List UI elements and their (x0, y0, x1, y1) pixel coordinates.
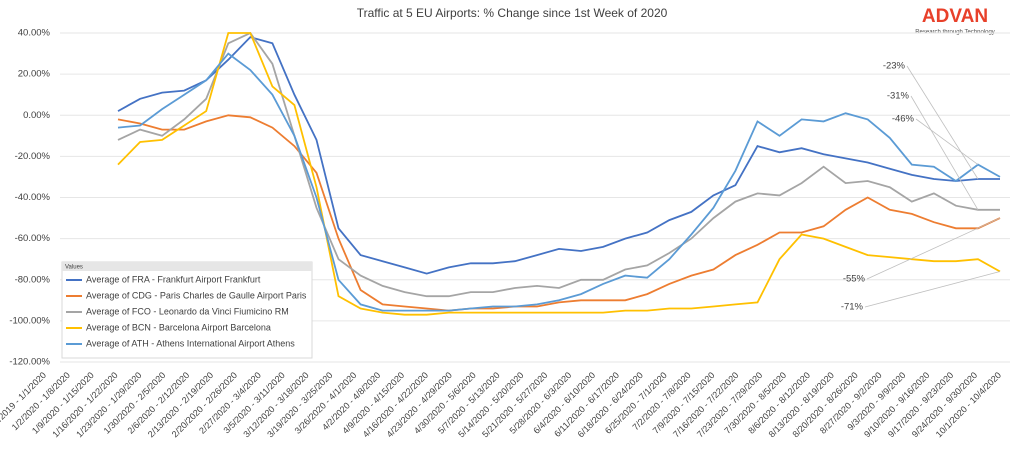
annotation: -55% (843, 274, 866, 285)
series-line (117, 31, 1000, 298)
annotation: -23% (883, 61, 906, 72)
legend-box (61, 261, 313, 359)
logo: ADVAN (922, 6, 988, 27)
y-tick-label: -60.00% (15, 233, 51, 244)
legend-label: Average of CDG - Paris Charles de Gaulle… (86, 290, 307, 300)
y-tick-label: 0.00% (23, 110, 50, 121)
series-line (117, 52, 1001, 312)
series-line (117, 32, 1001, 316)
annotation: -71% (841, 302, 864, 313)
y-tick-label: 20.00% (18, 69, 51, 80)
y-tick-label: -120.00% (9, 357, 50, 368)
series-line (117, 114, 1001, 312)
annotation: -46% (892, 114, 915, 125)
leader-line (866, 217, 1001, 280)
legend-label: Average of FRA - Frankfurt Airport Frank… (86, 274, 261, 284)
leader-line (864, 271, 1001, 308)
series-line (117, 36, 1000, 275)
leader-line (906, 65, 979, 180)
y-tick-label: -40.00% (15, 192, 51, 203)
legend-header (62, 262, 312, 271)
y-tick-label: -80.00% (15, 274, 51, 285)
annotation: -31% (887, 91, 910, 102)
y-tick-label: -100.00% (9, 315, 50, 326)
legend-label: Average of FCO - Leonardo da Vinci Fiumi… (86, 306, 289, 316)
chart-title: Traffic at 5 EU Airports: % Change since… (357, 6, 668, 20)
legend-label: Average of ATH - Athens International Ai… (86, 338, 295, 348)
legend-title: Values (65, 265, 83, 271)
y-tick-label: 40.00% (18, 28, 51, 39)
leader-line (910, 95, 979, 211)
y-tick-label: -20.00% (15, 151, 51, 162)
legend-label: Average of BCN - Barcelona Airport Barce… (86, 322, 271, 332)
leader-line (915, 118, 979, 165)
